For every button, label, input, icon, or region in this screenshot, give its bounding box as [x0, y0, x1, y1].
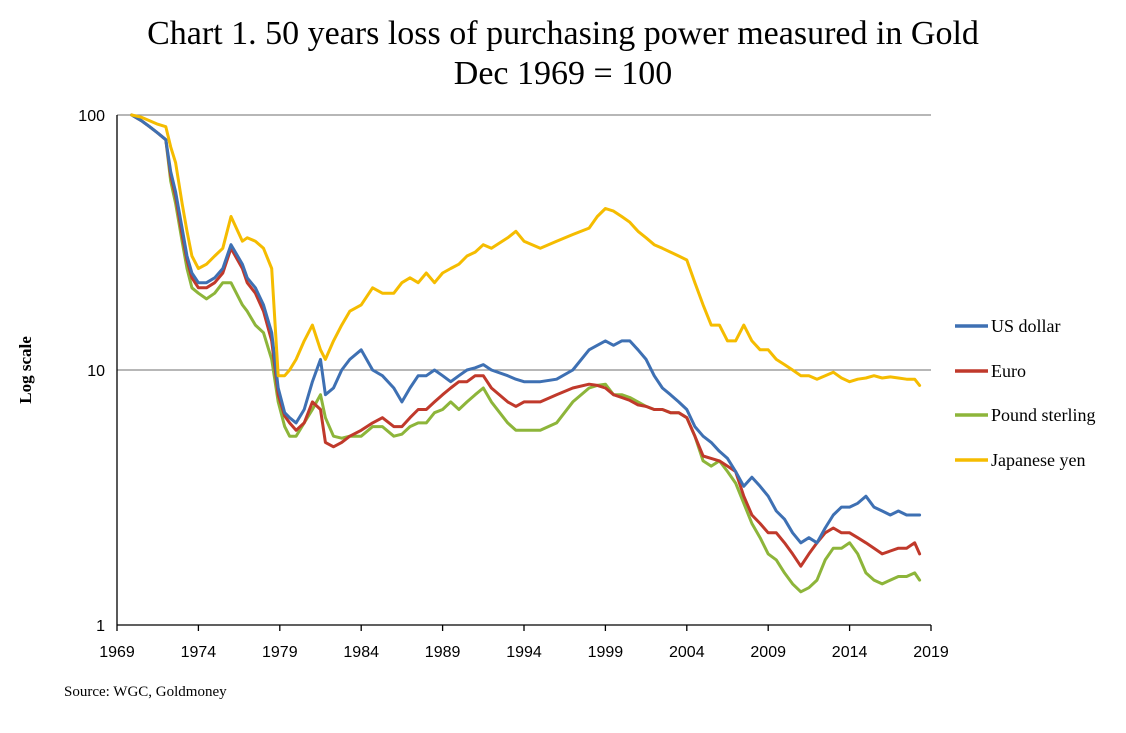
x-tick-label: 2014	[832, 644, 868, 661]
x-tick-label: 2009	[750, 644, 786, 661]
legend-label-euro: Euro	[991, 361, 1026, 381]
x-tick-label: 1969	[99, 644, 135, 661]
source-note: Source: WGC, Goldmoney	[64, 684, 227, 700]
legend-label-us-dollar: US dollar	[991, 316, 1061, 336]
legend-label-pound-sterling: Pound sterling	[991, 405, 1096, 425]
chart-title-line2: Dec 1969 = 100	[453, 55, 673, 92]
chart-title-line1: Chart 1. 50 years loss of purchasing pow…	[147, 15, 979, 52]
y-tick-label: 100	[78, 108, 105, 125]
series-line-euro	[130, 113, 922, 568]
x-tick-label: 2019	[913, 644, 949, 661]
x-tick-label: 1999	[588, 644, 624, 661]
gridlines	[117, 114, 931, 371]
y-tick-label: 10	[87, 363, 105, 380]
series-line-pound-sterling	[130, 113, 922, 594]
chart-title: Chart 1. 50 years loss of purchasing pow…	[0, 14, 1126, 94]
x-tick-label: 1994	[506, 644, 542, 661]
x-tick-label: 2004	[669, 644, 705, 661]
axes: 100 10 1 1969 1974 1979 1984 1989 1994 1999 2004 20…	[78, 108, 949, 661]
series-line-japanese-yen	[130, 113, 922, 387]
series-lines	[130, 113, 922, 594]
legend-label-japanese-yen: Japanese yen	[991, 450, 1085, 470]
x-tick-label: 1984	[343, 644, 379, 661]
x-tick-label: 1989	[425, 644, 461, 661]
series-line-us-dollar	[130, 113, 922, 545]
x-tick-label: 1979	[262, 644, 298, 661]
legend: US dollar Euro Pound sterling Japanese yen	[955, 316, 1096, 470]
y-tick-label: 1	[96, 618, 105, 635]
x-tick-label: 1974	[181, 644, 217, 661]
